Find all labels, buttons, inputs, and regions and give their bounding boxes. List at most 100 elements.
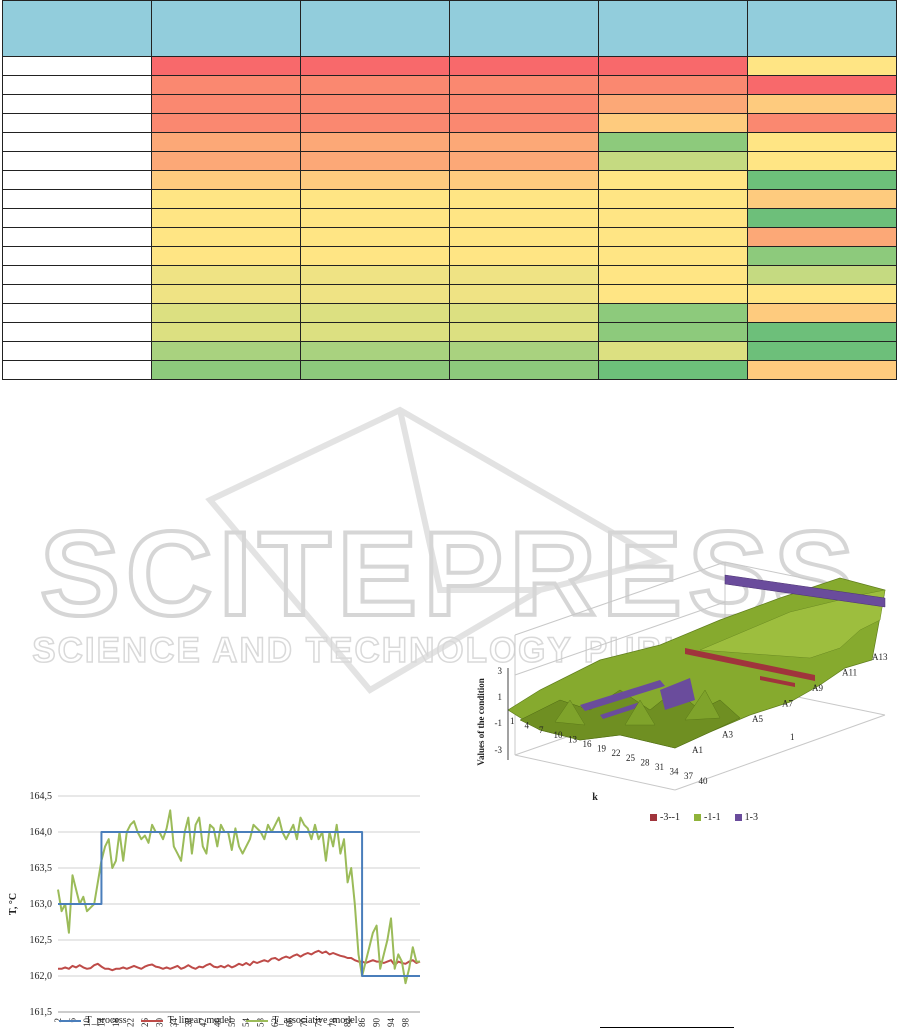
heatmap-cell: [747, 170, 897, 190]
k-tick-label: 28: [641, 757, 651, 767]
k-tick-label: 10: [554, 730, 564, 740]
heatmap-cell: [151, 94, 301, 114]
heatmap-cell: [747, 189, 897, 209]
heatmap-row-label: [2, 360, 152, 380]
sci-watermark: SCITEPRESS SCIENCE AND TECHNOLOGY PUBLIC…: [31, 406, 867, 694]
series-line-t-associative-model: [57, 809, 420, 985]
line-chart-legend: T_process T_linear_model T_associative_m…: [0, 1015, 430, 1026]
heatmap-cell: [449, 132, 599, 152]
legend-t-linear-model: T_linear_model: [140, 1015, 232, 1026]
heatmap-row: [2, 303, 897, 323]
heatmap-cell: [151, 227, 301, 247]
heatmap-header-cell: [449, 0, 599, 57]
heatmap-cell: [151, 113, 301, 133]
heatmap-header-cell: [300, 0, 450, 57]
heatmap-cell: [300, 170, 450, 190]
heatmap-row-label: [2, 170, 152, 190]
temperature-line-chart: 164,5 164,0 163,5 163,0 162,5 162,0 161,5 26 10 1…: [8, 791, 421, 1028]
heatmap-cell: [449, 56, 599, 76]
x-tick-label: 54: [241, 1018, 251, 1028]
heatmap-cell: [598, 132, 748, 152]
legend-t-associative-label: T_associative_model: [272, 1015, 358, 1026]
legend-range-mid: -1-1: [694, 812, 721, 823]
heatmap-cell: [747, 94, 897, 114]
heatmap-cell: [151, 360, 301, 380]
heatmap-cell: [747, 322, 897, 342]
heatmap-header-cell: [151, 0, 301, 57]
heatmap-cell: [300, 208, 450, 228]
heatmap-row-label: [2, 151, 152, 171]
legend-range-pos: 1-3: [734, 812, 759, 823]
heatmap-cell: [449, 322, 599, 342]
y-tick-label: 164,5: [30, 791, 53, 802]
heatmap-cell: [598, 151, 748, 171]
heatmap-row: [2, 265, 897, 285]
legend-range-neg-label: -3--1: [660, 812, 680, 823]
heatmap-row-label: [2, 265, 152, 285]
x-tick-label: 42: [198, 1018, 208, 1027]
z-tick-0: 3: [498, 666, 503, 676]
x-tick-label: 18: [111, 1018, 121, 1028]
heatmap-cell: [449, 265, 599, 285]
heatmap-row: [2, 208, 897, 228]
heatmap-row: [2, 360, 897, 380]
heatmap-cell: [300, 265, 450, 285]
heatmap-cell: [300, 94, 450, 114]
x-tick-label: 22: [125, 1018, 135, 1027]
heatmap-cell: [747, 360, 897, 380]
x-tick-label: 10: [82, 1018, 92, 1028]
y-axis-title: T, °C: [8, 893, 19, 915]
footnote-rule: [600, 1027, 734, 1028]
heatmap-cell: [449, 303, 599, 323]
z-tick-2: -1: [495, 718, 503, 728]
y-tick-label: 161,5: [30, 1007, 53, 1018]
legend-range-mid-label: -1-1: [704, 812, 721, 823]
legend-range-pos-label: 1-3: [744, 812, 759, 823]
heatmap-cell: [747, 113, 897, 133]
x-tick-label: 90: [372, 1018, 382, 1028]
heatmap-cell: [151, 170, 301, 190]
heatmap-cell: [598, 360, 748, 380]
heatmap-cell: [151, 75, 301, 95]
heatmap-cell: [151, 132, 301, 152]
z-axis-title: Values of the condition: [476, 678, 486, 765]
x-tick-label: 14: [96, 1018, 106, 1028]
heatmap-row-label: [2, 246, 152, 266]
heatmap-cell: [598, 170, 748, 190]
heatmap-row: [2, 56, 897, 76]
series-axis-label: A3: [722, 730, 733, 740]
heatmap-row: [2, 75, 897, 95]
heatmap-row-label: [2, 208, 152, 228]
x-tick-label: 46: [212, 1018, 222, 1028]
heatmap-cell: [300, 341, 450, 361]
y-tick-label: 162,5: [30, 935, 53, 946]
heatmap-cell: [449, 284, 599, 304]
heatmap-cell: [300, 303, 450, 323]
heatmap-row: [2, 113, 897, 133]
surface-red-band: [685, 648, 815, 681]
surface-purple-band: [724, 574, 886, 608]
heatmap-cell: [598, 246, 748, 266]
y-tick-label: 163,0: [30, 899, 53, 910]
heatmap-cell: [300, 360, 450, 380]
heatmap-cell: [449, 75, 599, 95]
k-tick-label: 22: [612, 748, 621, 758]
k-tick-label: 13: [568, 734, 578, 744]
heatmap-cell: [151, 341, 301, 361]
y-tick-label: 162,0: [30, 971, 53, 982]
heatmap-row: [2, 189, 897, 209]
x-tick-label: 86: [357, 1018, 367, 1028]
k-tick-label: 7: [539, 725, 544, 735]
k-tick-label: 37: [684, 771, 694, 781]
x-tick-label: 2: [53, 1018, 63, 1023]
heatmap-cell: [598, 208, 748, 228]
heatmap-row: [2, 170, 897, 190]
heatmap-cell: [449, 113, 599, 133]
heatmap-cell: [300, 284, 450, 304]
heatmap-cell: [151, 208, 301, 228]
heatmap-cell: [151, 56, 301, 76]
heatmap-cell: [747, 75, 897, 95]
heatmap-cell: [747, 246, 897, 266]
legend-t-linear-label: T_linear_model: [167, 1015, 232, 1026]
heatmap-row: [2, 227, 897, 247]
